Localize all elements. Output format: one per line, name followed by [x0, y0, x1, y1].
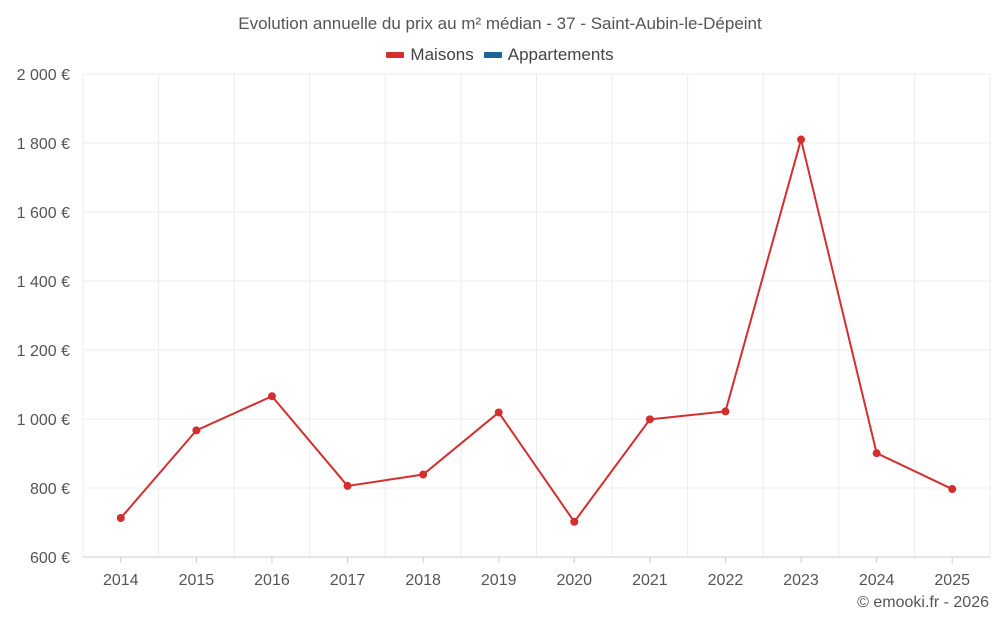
data-point-maisons-2014[interactable] [116, 514, 125, 523]
x-tick-label: 2014 [103, 572, 139, 589]
data-point-maisons-2023[interactable] [797, 135, 806, 144]
legend-label-maisons: Maisons [410, 45, 474, 64]
legend-item-appartements[interactable]: Appartements [483, 45, 614, 65]
data-point-maisons-2016[interactable] [267, 392, 276, 401]
data-point-maisons-2025[interactable] [948, 485, 957, 494]
x-tick-label: 2023 [783, 572, 819, 589]
x-tick-label: 2016 [254, 572, 290, 589]
data-point-maisons-2019[interactable] [494, 408, 503, 417]
data-point-maisons-2024[interactable] [872, 449, 881, 458]
y-tick-label: 1 400 € [17, 274, 70, 291]
series-line-maisons [120, 138, 953, 523]
y-tick-label: 1 800 € [17, 136, 70, 153]
y-tick-label: 1 600 € [17, 205, 70, 222]
x-tick-label: 2020 [556, 572, 592, 589]
credit-text: © emooki.fr - 2026 [857, 594, 989, 611]
data-point-maisons-2021[interactable] [645, 415, 654, 424]
y-tick-label: 1 000 € [17, 412, 70, 429]
data-point-maisons-2018[interactable] [419, 470, 428, 479]
chart-legend: Maisons Appartements [0, 45, 1000, 65]
x-tick-label: 2021 [632, 572, 668, 589]
x-tick-label: 2025 [934, 572, 970, 589]
data-point-maisons-2020[interactable] [570, 517, 579, 526]
x-tick-label: 2015 [179, 572, 215, 589]
x-tick-label: 2019 [481, 572, 517, 589]
x-tick-label: 2018 [405, 572, 441, 589]
data-point-maisons-2015[interactable] [192, 426, 201, 435]
legend-label-appartements: Appartements [507, 45, 614, 64]
x-tick-label: 2017 [330, 572, 366, 589]
x-tick-label: 2024 [859, 572, 895, 589]
y-tick-label: 1 200 € [17, 343, 70, 360]
y-tick-label: 800 € [30, 481, 70, 498]
legend-swatch-maisons [386, 52, 405, 58]
y-tick-label: 2 000 € [17, 67, 70, 84]
legend-item-maisons[interactable]: Maisons [386, 45, 474, 65]
data-point-maisons-2022[interactable] [721, 407, 730, 416]
data-point-maisons-2017[interactable] [343, 481, 352, 490]
legend-swatch-appartements [483, 52, 502, 58]
chart-title: Evolution annuelle du prix au m² médian … [238, 14, 762, 33]
x-tick-label: 2022 [708, 572, 744, 589]
y-tick-label: 600 € [30, 550, 70, 567]
